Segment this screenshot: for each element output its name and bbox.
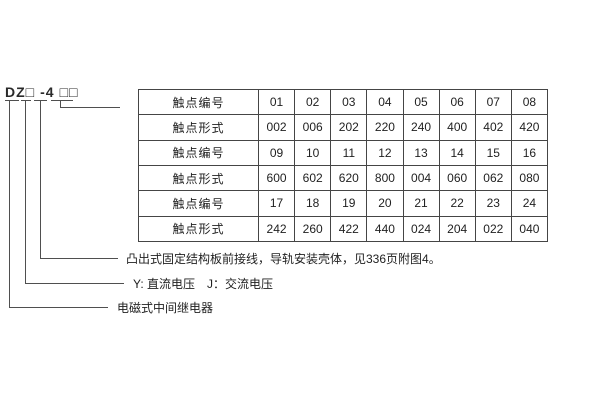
table-row-label: 触点编号 bbox=[138, 139, 259, 166]
table-row-label: 触点形式 bbox=[138, 164, 259, 192]
table-row-label: 触点形式 bbox=[138, 114, 259, 141]
table-cell: 14 bbox=[438, 139, 476, 166]
annotation-mounting: 凸出式固定结构板前接线，导轨安装壳体，见336页附图4。 bbox=[126, 252, 441, 266]
table-cell: 12 bbox=[366, 139, 404, 166]
table-cell: 08 bbox=[510, 88, 549, 116]
tick-prefix bbox=[5, 100, 19, 101]
leader-vertical-contact-code bbox=[60, 100, 61, 108]
table-row: 触点编号 01 02 03 04 05 06 07 08 bbox=[138, 88, 549, 116]
table-cell: 240 bbox=[402, 114, 440, 141]
table-cell: 062 bbox=[474, 164, 512, 192]
contact-code-table: 触点编号 01 02 03 04 05 06 07 08 触点形式 002 00… bbox=[138, 88, 549, 243]
model-prefix: DZ□ bbox=[5, 84, 36, 100]
table-cell: 18 bbox=[294, 190, 332, 217]
table-cell: 10 bbox=[294, 139, 332, 166]
table-cell: 11 bbox=[330, 139, 368, 166]
table-cell: 24 bbox=[510, 190, 549, 217]
table-cell: 01 bbox=[257, 88, 296, 116]
table-cell: 080 bbox=[510, 164, 549, 192]
table-cell: 15 bbox=[474, 139, 512, 166]
table-cell: 09 bbox=[257, 139, 296, 166]
tick-contact-boxes bbox=[51, 100, 73, 101]
table-cell: 600 bbox=[257, 164, 296, 192]
table-cell: 400 bbox=[438, 114, 476, 141]
table-cell: 800 bbox=[366, 164, 404, 192]
table-cell: 002 bbox=[257, 114, 296, 141]
leader-horizontal-voltage bbox=[25, 283, 124, 284]
model-contact-code-boxes: □□ bbox=[59, 84, 79, 100]
table-cell: 402 bbox=[474, 114, 512, 141]
table-row: 触点形式 600 602 620 800 004 060 062 080 bbox=[138, 164, 549, 192]
table-row: 触点编号 17 18 19 20 21 22 23 24 bbox=[138, 190, 549, 217]
table-cell: 420 bbox=[510, 114, 549, 141]
leader-horizontal-contact-code bbox=[60, 107, 120, 108]
table-cell: 006 bbox=[294, 114, 332, 141]
table-cell: 05 bbox=[402, 88, 440, 116]
table-cell: 242 bbox=[257, 215, 296, 243]
leader-vertical-series bbox=[40, 100, 41, 258]
table-cell: 060 bbox=[438, 164, 476, 192]
table-cell: 022 bbox=[474, 215, 512, 243]
table-row: 触点形式 002 006 202 220 240 400 402 420 bbox=[138, 114, 549, 141]
table-cell: 260 bbox=[294, 215, 332, 243]
table-cell: 024 bbox=[402, 215, 440, 243]
table-cell: 06 bbox=[438, 88, 476, 116]
table-row-label: 触点形式 bbox=[138, 215, 259, 243]
table-cell: 07 bbox=[474, 88, 512, 116]
table-cell: 02 bbox=[294, 88, 332, 116]
annotation-voltage-type: Y: 直流电压 J：交流电压 bbox=[133, 277, 274, 291]
table-row-label: 触点编号 bbox=[138, 88, 259, 116]
table-cell: 602 bbox=[294, 164, 332, 192]
table-cell: 13 bbox=[402, 139, 440, 166]
table-cell: 20 bbox=[366, 190, 404, 217]
table-cell: 04 bbox=[366, 88, 404, 116]
table-row: 触点形式 242 260 422 440 024 204 022 040 bbox=[138, 215, 549, 243]
table-cell: 040 bbox=[510, 215, 549, 243]
leader-horizontal-series bbox=[40, 258, 118, 259]
tick-voltage-box bbox=[21, 100, 31, 101]
table-cell: 17 bbox=[257, 190, 296, 217]
table-cell: 440 bbox=[366, 215, 404, 243]
table-cell: 23 bbox=[474, 190, 512, 217]
table-cell: 202 bbox=[330, 114, 368, 141]
table-cell: 220 bbox=[366, 114, 404, 141]
leader-vertical-prefix bbox=[9, 100, 10, 308]
table-cell: 22 bbox=[438, 190, 476, 217]
table-cell: 620 bbox=[330, 164, 368, 192]
table-cell: 422 bbox=[330, 215, 368, 243]
leader-vertical-voltage bbox=[25, 100, 26, 284]
table-row: 触点编号 09 10 11 12 13 14 15 16 bbox=[138, 139, 549, 166]
table-cell: 004 bbox=[402, 164, 440, 192]
model-designation: DZ□ -4 □□ bbox=[5, 84, 79, 100]
table-cell: 03 bbox=[330, 88, 368, 116]
table-cell: 19 bbox=[330, 190, 368, 217]
leader-horizontal-prefix bbox=[9, 307, 108, 308]
table-cell: 21 bbox=[402, 190, 440, 217]
model-series: -4 bbox=[40, 84, 55, 100]
table-cell: 204 bbox=[438, 215, 476, 243]
annotation-relay-type: 电磁式中间继电器 bbox=[117, 301, 214, 315]
table-row-label: 触点编号 bbox=[138, 190, 259, 217]
table-cell: 16 bbox=[510, 139, 549, 166]
